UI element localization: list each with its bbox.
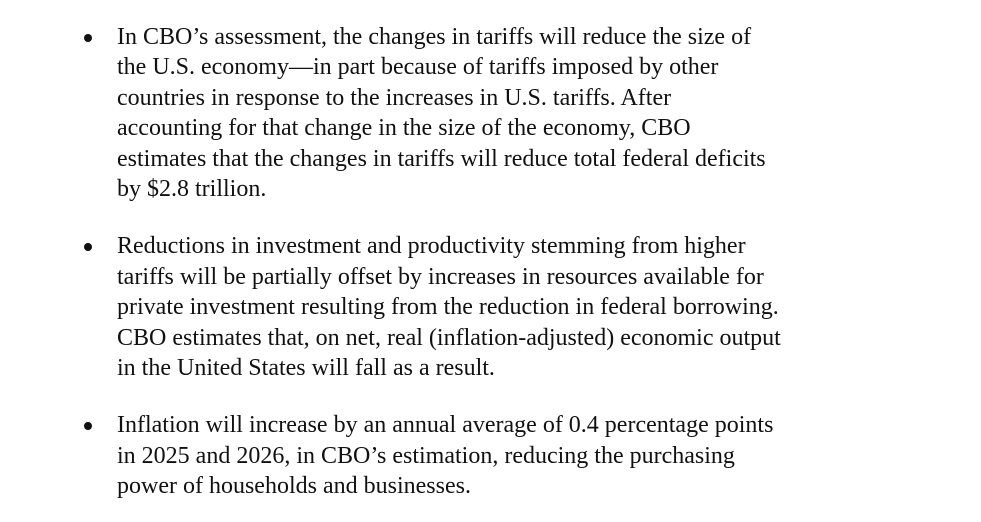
- bullet-paragraph: In CBO’s assessment, the changes in tari…: [117, 22, 852, 204]
- paragraph-line: the U.S. economy—in part because of tari…: [117, 54, 719, 81]
- paragraph-line: CBO estimates that, on net, real (inflat…: [117, 324, 781, 351]
- paragraph-line: private investment resulting from the re…: [117, 294, 779, 321]
- bullet-item-inflation: Inflation will increase by an annual ave…: [0, 410, 981, 501]
- bullet-paragraph: Inflation will increase by an annual ave…: [117, 410, 852, 501]
- bullet-dot-icon: [84, 422, 92, 431]
- paragraph-line: Reductions in investment and productivit…: [117, 233, 746, 260]
- paragraph-line: estimates that the changes in tariffs wi…: [117, 145, 766, 172]
- paragraph-line: in 2025 and 2026, in CBO’s estimation, r…: [117, 442, 735, 469]
- bullet-list: In CBO’s assessment, the changes in tari…: [0, 22, 981, 502]
- paragraph-line: in the United States will fall as a resu…: [117, 355, 495, 382]
- paragraph-line: tariffs will be partially offset by incr…: [117, 263, 764, 290]
- paragraph-line: In CBO’s assessment, the changes in tari…: [117, 24, 752, 50]
- paragraph-line: countries in response to the increases i…: [117, 84, 672, 111]
- bullet-item-tariffs-deficits: In CBO’s assessment, the changes in tari…: [0, 22, 981, 204]
- bullet-item-investment-output: Reductions in investment and productivit…: [0, 231, 981, 383]
- bullet-dot-icon: [84, 34, 92, 42]
- paragraph-line: accounting for that change in the size o…: [117, 115, 691, 142]
- paragraph-line: power of households and businesses.: [117, 473, 471, 500]
- paragraph-line: by $2.8 trillion.: [117, 176, 267, 203]
- bullet-paragraph: Reductions in investment and productivit…: [117, 231, 852, 383]
- paragraph-line: Inflation will increase by an annual ave…: [117, 412, 774, 439]
- bullet-dot-icon: [84, 243, 92, 252]
